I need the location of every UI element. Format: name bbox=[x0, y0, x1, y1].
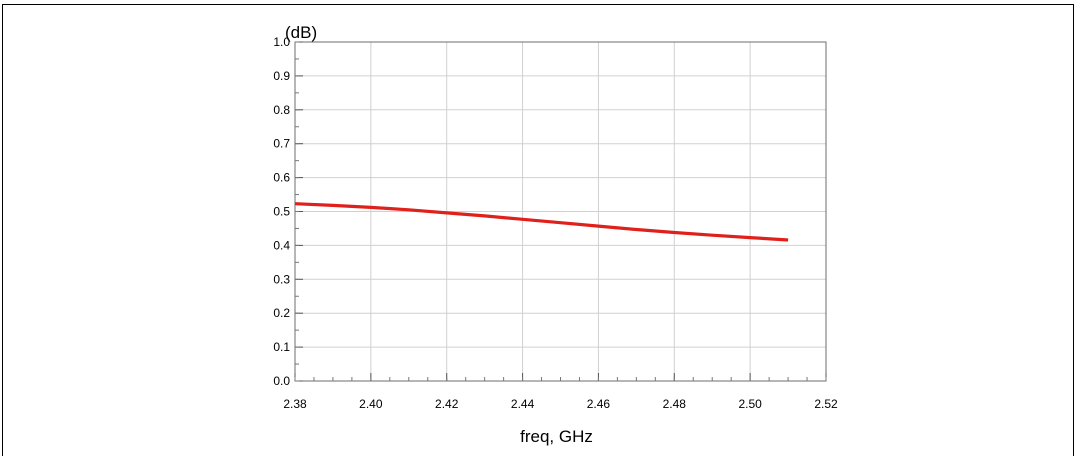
y-axis-label: (dB) bbox=[285, 23, 317, 42]
x-tick-label: 2.52 bbox=[814, 397, 838, 411]
y-tick-label: 0.0 bbox=[273, 374, 290, 388]
y-tick-labels: 0.0 0.1 0.2 0.3 0.4 0.5 0.6 0.7 0.8 0.9 1.0 bbox=[273, 35, 290, 388]
figure-frame bbox=[2, 4, 1074, 456]
y-tick-label: 0.6 bbox=[273, 171, 290, 185]
series-layer bbox=[294, 202, 789, 242]
y-tick-label: 0.3 bbox=[273, 272, 290, 286]
x-tick-label: 2.48 bbox=[663, 397, 687, 411]
y-tick-label: 0.8 bbox=[273, 103, 290, 117]
x-tick-label: 2.42 bbox=[435, 397, 459, 411]
x-tick-label: 2.40 bbox=[359, 397, 383, 411]
y-tick-label: 1.0 bbox=[273, 35, 290, 49]
y-tick-label: 0.2 bbox=[273, 306, 290, 320]
y-tick-label: 0.5 bbox=[273, 205, 290, 219]
grid-lines bbox=[295, 42, 826, 381]
y-tick-label: 0.7 bbox=[273, 137, 290, 151]
x-tick-label: 2.38 bbox=[283, 397, 307, 411]
y-tick-label: 0.4 bbox=[273, 238, 290, 252]
x-tick-label: 2.50 bbox=[738, 397, 762, 411]
y-tick-label: 0.1 bbox=[273, 340, 290, 354]
x-tick-labels: 2.38 2.40 2.42 2.44 2.46 2.48 2.50 2.52 bbox=[283, 397, 838, 411]
y-tick-label: 0.9 bbox=[273, 69, 290, 83]
x-axis-label: freq, GHz bbox=[520, 427, 593, 446]
series-line bbox=[294, 202, 789, 242]
x-tick-label: 2.46 bbox=[587, 397, 611, 411]
x-tick-label: 2.44 bbox=[511, 397, 535, 411]
minor-ticks bbox=[294, 41, 827, 382]
